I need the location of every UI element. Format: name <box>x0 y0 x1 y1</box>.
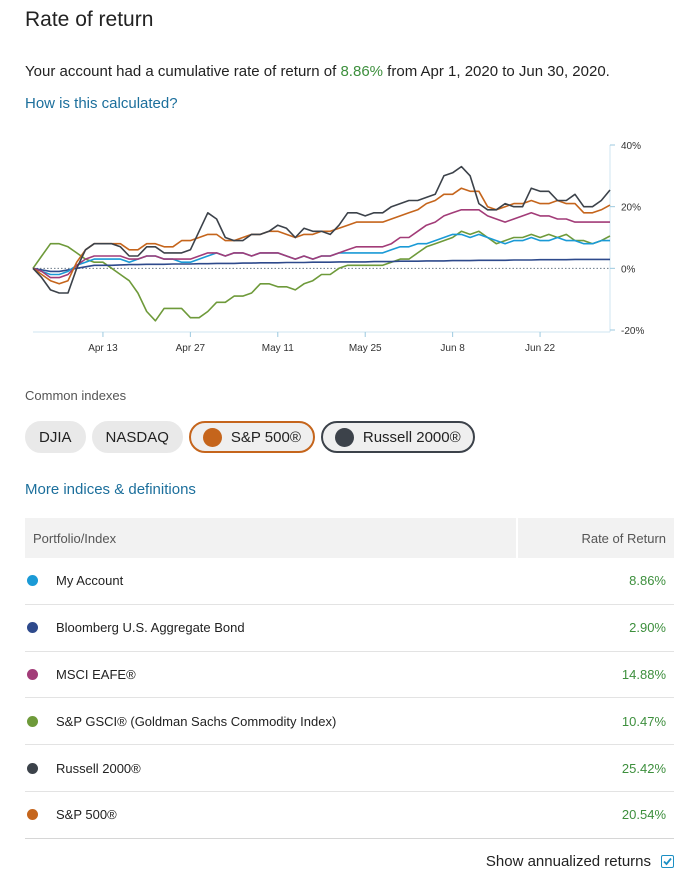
header-rate-of-return[interactable]: Rate of Return <box>581 530 666 546</box>
series-line-s-p-500 <box>32 187 611 285</box>
x-tick-label: Jun 8 <box>440 343 465 354</box>
row-value: 8.86% <box>629 573 666 589</box>
chip-sp500[interactable]: S&P 500® <box>188 421 315 453</box>
summary-prefix: Your account had a cumulative rate of re… <box>25 63 341 80</box>
row-name: S&P GSCI® (Goldman Sachs Commodity Index… <box>56 713 337 729</box>
index-chip-group: DJIA NASDAQ S&P 500® Russell 2000® <box>25 421 475 453</box>
x-tick-label: Apr 27 <box>176 343 206 354</box>
series-line-bloomberg-u-s-aggregate-bond <box>32 258 610 273</box>
x-tick-label: Jun 22 <box>525 343 555 354</box>
row-value: 25.42% <box>621 760 666 776</box>
chip-sp500-label: S&P 500® <box>230 428 301 446</box>
x-tick-label: May 11 <box>262 343 294 354</box>
row-value: 2.90% <box>629 620 666 636</box>
series-line-msci-eafe <box>32 209 610 279</box>
header-portfolio-index[interactable]: Portfolio/Index <box>33 530 117 546</box>
row-value: 20.54% <box>621 807 666 823</box>
y-tick-label: 20% <box>621 203 641 214</box>
chip-nasdaq-label: NASDAQ <box>105 428 169 446</box>
legend-dot-icon <box>27 575 38 587</box>
chip-russell-dot-icon <box>334 427 354 447</box>
annualized-returns-label: Show annualized returns <box>485 853 651 870</box>
checkmark-icon <box>663 857 672 866</box>
chip-djia-label: DJIA <box>39 428 72 446</box>
table-row: S&P GSCI® (Goldman Sachs Commodity Index… <box>25 698 674 746</box>
summary-text: Your account had a cumulative rate of re… <box>25 63 610 80</box>
x-tick-label: Apr 13 <box>88 343 118 354</box>
table-row: My Account 8.86% <box>25 558 674 605</box>
legend-dot-icon <box>27 762 38 774</box>
chip-sp500-dot-icon <box>202 427 222 447</box>
how-calculated-link[interactable]: How is this calculated? <box>25 95 178 112</box>
series-line-russell-2000 <box>32 165 611 294</box>
annualized-returns-toggle[interactable]: Show annualized returns <box>486 853 674 870</box>
row-value: 14.88% <box>621 666 666 682</box>
returns-table: Portfolio/Index Rate of Return My Accoun… <box>25 518 674 839</box>
y-tick-label: -20% <box>621 326 644 337</box>
legend-dot-icon <box>27 809 38 821</box>
more-indices-link[interactable]: More indices & definitions <box>25 481 196 498</box>
x-tick-label: May 25 <box>349 343 382 354</box>
chip-djia[interactable]: DJIA <box>25 421 86 453</box>
series-line-s-p-gsci-goldman-sachs-commodity-index <box>32 230 611 322</box>
legend-dot-icon <box>27 715 38 727</box>
table-row: Russell 2000® 25.42% <box>25 745 674 792</box>
page-title: Rate of return <box>25 8 154 31</box>
header-divider <box>516 518 518 558</box>
row-name: MSCI EAFE® <box>56 666 136 682</box>
common-indexes-label: Common indexes <box>25 388 127 403</box>
row-value: 10.47% <box>621 713 666 729</box>
annualized-returns-checkbox[interactable] <box>661 855 674 868</box>
table-row: S&P 500® 20.54% <box>25 792 674 839</box>
y-tick-label: 0% <box>621 264 636 275</box>
chip-russell-2000[interactable]: Russell 2000® <box>320 421 475 453</box>
row-name: Russell 2000® <box>56 760 141 776</box>
summary-suffix: from Apr 1, 2020 to Jun 30, 2020. <box>383 63 610 80</box>
rate-of-return-chart: 40% 20% 0% -20% Apr 13 Apr 27 May 11 May 25 Jun … <box>32 141 644 354</box>
row-name: S&P 500® <box>56 807 117 823</box>
chip-russell-label: Russell 2000® <box>362 428 461 446</box>
legend-dot-icon <box>27 668 38 680</box>
chip-nasdaq[interactable]: NASDAQ <box>91 421 183 453</box>
table-row: Bloomberg U.S. Aggregate Bond 2.90% <box>25 605 674 652</box>
table-row: MSCI EAFE® 14.88% <box>25 652 674 699</box>
table-header: Portfolio/Index Rate of Return <box>25 518 674 558</box>
y-tick-label: 40% <box>621 141 641 152</box>
row-name: Bloomberg U.S. Aggregate Bond <box>56 620 245 636</box>
cumulative-return-value: 8.86% <box>340 63 384 80</box>
legend-dot-icon <box>27 622 38 634</box>
row-name: My Account <box>56 573 124 589</box>
